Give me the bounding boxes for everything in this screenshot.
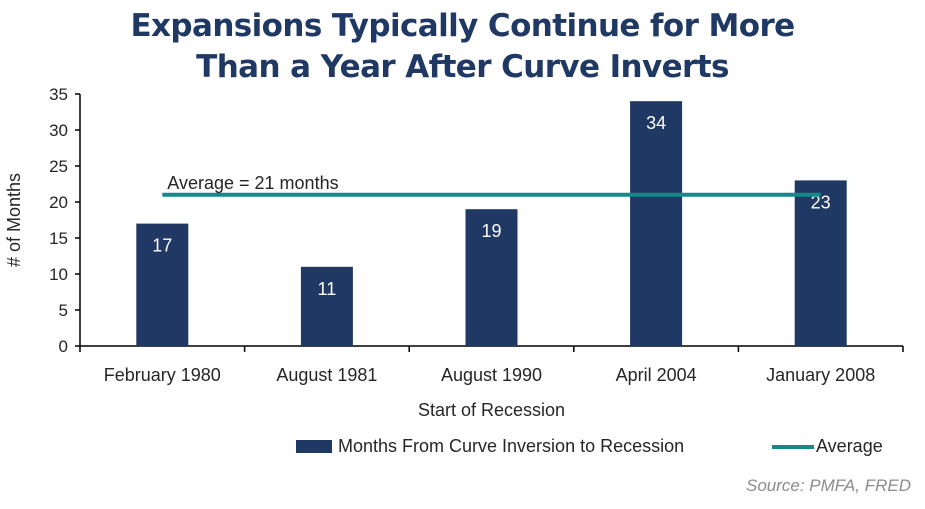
chart-title-line-1: Expansions Typically Continue for More	[130, 8, 795, 44]
y-tick-label-7: 35	[49, 85, 68, 104]
bar-2	[465, 209, 518, 346]
x-axis-title: Start of Recession	[418, 400, 565, 420]
legend-line-swatch	[772, 444, 814, 449]
legend-bar-swatch	[296, 440, 332, 453]
x-tick-label-1: August 1981	[276, 365, 377, 385]
y-tick-label-5: 25	[49, 157, 68, 176]
source-note: Source: PMFA, FRED	[746, 476, 911, 495]
y-tick-label-6: 30	[49, 121, 68, 140]
y-tick-label-2: 10	[49, 265, 68, 284]
bar-0	[136, 223, 189, 346]
bar-4	[794, 180, 847, 346]
bar-3	[630, 101, 683, 346]
y-tick-label-0: 0	[59, 337, 68, 356]
bar-data-label-4: 23	[811, 192, 831, 212]
legend-label-average: Average	[816, 436, 883, 456]
legend-item-months: Months From Curve Inversion to Recession	[296, 436, 684, 457]
y-tick-label-3: 15	[49, 229, 68, 248]
chart-title-line-2: Than a Year After Curve Inverts	[196, 49, 729, 85]
average-label: Average = 21 months	[167, 173, 338, 193]
y-axis-title: # of Months	[4, 173, 24, 267]
x-tick-label-0: February 1980	[104, 365, 221, 385]
x-tick-label-3: April 2004	[616, 365, 697, 385]
bar-data-label-0: 17	[152, 236, 172, 256]
bar-data-label-2: 19	[481, 221, 501, 241]
bar-1	[300, 266, 353, 346]
y-tick-label-4: 20	[49, 193, 68, 212]
bar-data-label-1: 11	[318, 279, 337, 299]
x-tick-label-4: January 2008	[766, 365, 875, 385]
x-tick-label-2: August 1990	[441, 365, 542, 385]
chart-title: Expansions Typically Continue for More T…	[0, 6, 925, 88]
legend-label-months: Months From Curve Inversion to Recession	[338, 436, 685, 456]
bar-data-label-3: 34	[646, 113, 666, 133]
legend-item-average: Average	[772, 436, 883, 457]
y-tick-label-1: 5	[59, 301, 68, 320]
